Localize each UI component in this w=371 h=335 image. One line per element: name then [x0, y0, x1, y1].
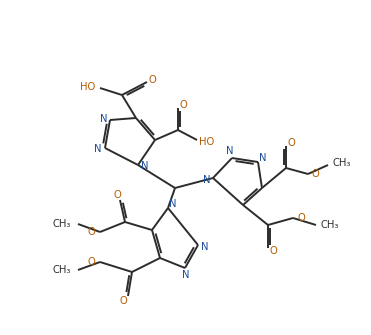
Text: CH₃: CH₃ — [53, 219, 71, 229]
Text: O: O — [312, 169, 320, 179]
Text: O: O — [87, 257, 95, 267]
Text: CH₃: CH₃ — [53, 265, 71, 275]
Text: N: N — [100, 114, 108, 124]
Text: HO: HO — [199, 137, 215, 147]
Text: N: N — [201, 242, 209, 252]
Text: O: O — [113, 190, 121, 200]
Text: N: N — [169, 199, 177, 209]
Text: HO: HO — [81, 82, 96, 92]
Text: O: O — [287, 138, 295, 148]
Text: O: O — [269, 246, 277, 256]
Text: O: O — [297, 213, 305, 223]
Text: O: O — [179, 100, 187, 110]
Text: N: N — [141, 161, 149, 171]
Text: N: N — [259, 153, 267, 163]
Text: N: N — [94, 144, 102, 154]
Text: N: N — [226, 146, 234, 156]
Text: O: O — [119, 296, 127, 306]
Text: CH₃: CH₃ — [321, 220, 339, 230]
Text: O: O — [148, 75, 156, 85]
Text: N: N — [182, 270, 190, 280]
Text: O: O — [87, 227, 95, 237]
Text: N: N — [203, 175, 211, 185]
Text: CH₃: CH₃ — [333, 158, 351, 168]
